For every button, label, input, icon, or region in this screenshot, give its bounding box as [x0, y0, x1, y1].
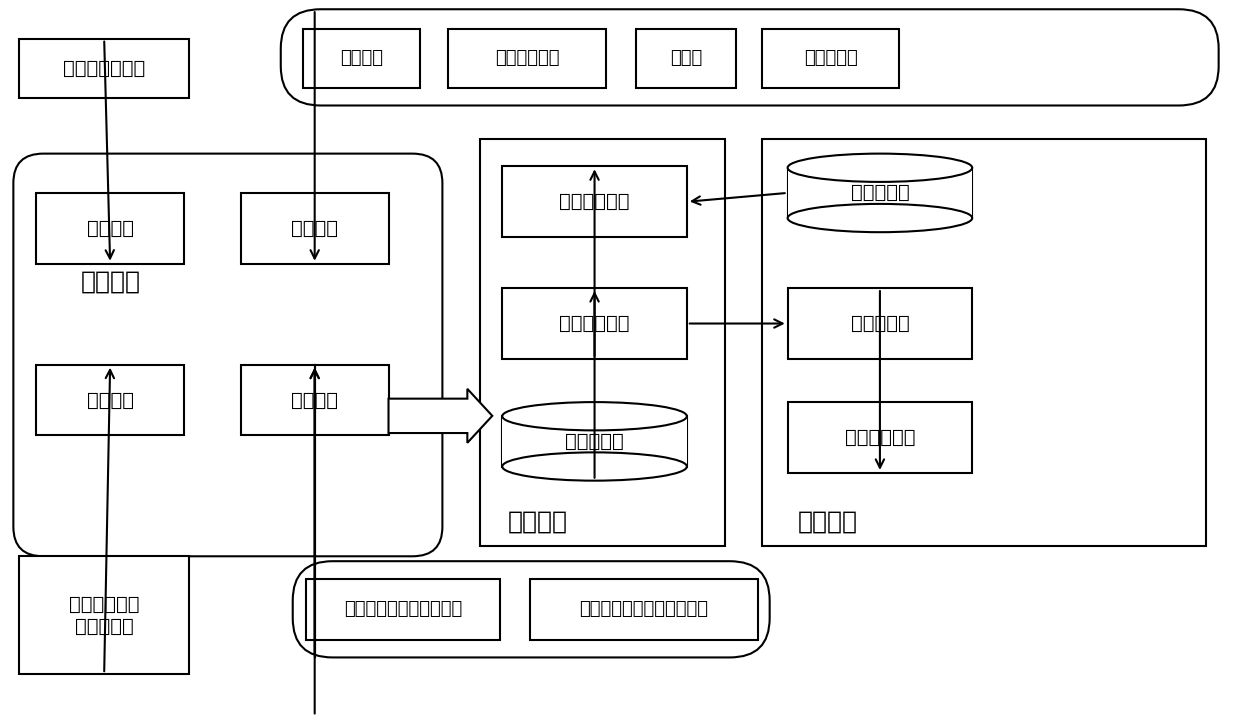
FancyBboxPatch shape [36, 193, 183, 264]
Text: 能量信任: 能量信任 [87, 219, 134, 238]
Text: 节点信任模型: 节点信任模型 [559, 192, 629, 211]
Text: 单节点与整体数据差异性: 单节点与整体数据差异性 [344, 601, 462, 618]
Bar [762, 139, 1206, 546]
FancyBboxPatch shape [502, 416, 686, 466]
Text: 信任数据集: 信任数据集 [565, 432, 624, 451]
Ellipse shape [788, 154, 973, 182]
FancyBboxPatch shape [788, 402, 973, 473]
Ellipse shape [502, 402, 686, 430]
Text: 环境信任: 环境信任 [291, 219, 338, 238]
Ellipse shape [788, 204, 973, 232]
Text: 节点通信成功
与失败次数: 节点通信成功 与失败次数 [69, 595, 140, 636]
Text: 通信信任: 通信信任 [87, 390, 134, 410]
FancyBboxPatch shape [530, 579, 758, 640]
Polygon shape [389, 389, 492, 443]
FancyBboxPatch shape [502, 288, 686, 359]
Text: 湍流噪音: 湍流噪音 [339, 49, 383, 67]
Text: 孤立森林算法: 孤立森林算法 [559, 314, 629, 333]
Text: 整体数据与理论数据相似性: 整体数据与理论数据相似性 [580, 601, 709, 618]
Text: 节点能量消耗率: 节点能量消耗率 [63, 59, 145, 78]
FancyBboxPatch shape [788, 288, 973, 359]
FancyBboxPatch shape [306, 579, 501, 640]
Text: 热气流噪音: 热气流噪音 [804, 49, 857, 67]
Text: 节点信任值: 节点信任值 [850, 314, 909, 333]
FancyBboxPatch shape [20, 39, 190, 98]
Text: 异常节点结果: 异常节点结果 [845, 428, 916, 447]
FancyBboxPatch shape [762, 29, 900, 88]
FancyBboxPatch shape [240, 193, 389, 264]
Bar [481, 139, 725, 546]
Text: 风噪音: 风噪音 [670, 49, 703, 67]
FancyBboxPatch shape [302, 29, 420, 88]
Ellipse shape [502, 453, 686, 480]
FancyBboxPatch shape [20, 556, 190, 674]
Text: 数据信任: 数据信任 [291, 390, 338, 410]
Text: 信任凭证: 信任凭证 [82, 270, 141, 293]
FancyBboxPatch shape [502, 167, 686, 237]
Text: 船只活动噪音: 船只活动噪音 [494, 49, 560, 67]
FancyBboxPatch shape [449, 29, 606, 88]
Text: 训练阶段: 训练阶段 [508, 510, 569, 534]
Text: 信任数据集: 信任数据集 [850, 184, 909, 202]
FancyBboxPatch shape [36, 365, 183, 435]
FancyBboxPatch shape [240, 365, 389, 435]
FancyBboxPatch shape [636, 29, 736, 88]
FancyBboxPatch shape [788, 168, 973, 218]
Text: 评估阶段: 评估阶段 [798, 510, 857, 534]
